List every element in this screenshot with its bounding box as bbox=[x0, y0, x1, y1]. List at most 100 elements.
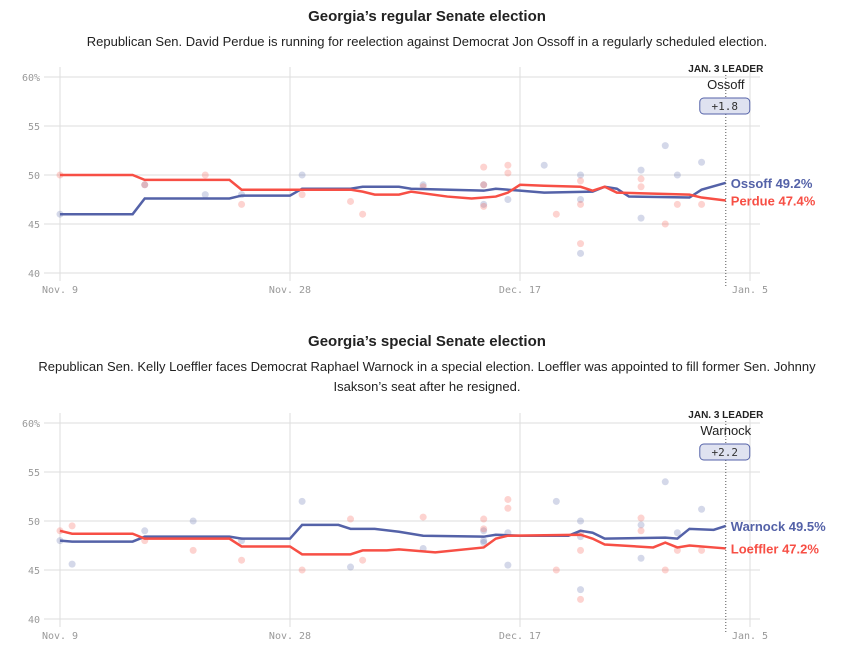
x-tick-label: Jan. 5 bbox=[732, 631, 768, 642]
poll-dot-loeffler bbox=[419, 513, 427, 521]
poll-dot-ossoff bbox=[637, 166, 645, 174]
poll-dot-perdue bbox=[480, 202, 488, 210]
leader-margin: +2.2 bbox=[712, 446, 739, 459]
poll-dot-perdue bbox=[637, 183, 645, 191]
poll-dot-warnock bbox=[637, 554, 645, 562]
poll-dot-perdue bbox=[298, 191, 306, 199]
poll-dot-ossoff bbox=[419, 181, 427, 189]
poll-dot-perdue bbox=[661, 220, 669, 228]
poll-dot-loeffler bbox=[504, 495, 512, 503]
poll-dot-warnock bbox=[480, 527, 488, 535]
y-tick-label: 50 bbox=[28, 517, 40, 528]
poll-dot-warnock bbox=[347, 563, 355, 571]
leader-margin-badge bbox=[699, 443, 751, 461]
poll-dot-perdue bbox=[504, 161, 512, 169]
trend-line-perdue bbox=[60, 173, 726, 202]
poll-dot-perdue bbox=[673, 200, 681, 208]
poll-dot-ossoff bbox=[661, 142, 669, 150]
end-label-warnock: Warnock 49.5% bbox=[731, 519, 826, 534]
poll-dot-ossoff bbox=[698, 158, 706, 166]
poll-dot-loeffler bbox=[661, 566, 669, 574]
poll-dot-warnock bbox=[68, 560, 76, 568]
leader-heading: JAN. 3 LEADER bbox=[688, 410, 764, 421]
trend-line-loeffler bbox=[59, 529, 726, 556]
poll-dot-ossoff bbox=[577, 249, 585, 257]
poll-dot-loeffler bbox=[298, 566, 306, 574]
poll-dot-loeffler bbox=[480, 525, 488, 533]
end-label-loeffler: Loeffler 47.2% bbox=[731, 541, 820, 556]
end-label-perdue: Perdue 47.4% bbox=[731, 193, 816, 208]
poll-dot-loeffler bbox=[359, 556, 367, 564]
y-tick-label: 60% bbox=[22, 419, 40, 430]
poll-dot-loeffler bbox=[238, 556, 246, 564]
poll-dot-warnock bbox=[504, 561, 512, 569]
x-tick-label: Nov. 9 bbox=[42, 631, 78, 642]
poll-dot-perdue bbox=[552, 210, 560, 218]
x-tick-label: Dec. 17 bbox=[499, 285, 541, 296]
poll-dot-perdue bbox=[480, 181, 488, 189]
poll-dot-warnock bbox=[661, 478, 669, 486]
poll-dot-loeffler bbox=[577, 595, 585, 603]
trend-line-warnock bbox=[59, 523, 727, 543]
poll-dot-loeffler bbox=[552, 566, 560, 574]
leader-heading: JAN. 3 LEADER bbox=[688, 64, 764, 75]
x-tick-label: Jan. 5 bbox=[732, 285, 768, 296]
x-tick-label: Nov. 28 bbox=[269, 631, 311, 642]
poll-dot-warnock bbox=[189, 517, 197, 525]
poll-dot-perdue bbox=[201, 171, 209, 179]
x-tick-label: Dec. 17 bbox=[499, 631, 541, 642]
poll-dot-ossoff bbox=[141, 181, 149, 189]
leader-margin-badge bbox=[699, 97, 751, 115]
poll-dot-loeffler bbox=[480, 515, 488, 523]
x-tick-label: Nov. 9 bbox=[42, 285, 78, 296]
poll-dot-warnock bbox=[637, 521, 645, 529]
poll-dot-ossoff bbox=[504, 196, 512, 203]
poll-dot-warnock bbox=[577, 517, 585, 525]
poll-dot-perdue bbox=[359, 210, 367, 218]
poll-dot-loeffler bbox=[637, 527, 645, 535]
poll-dot-perdue bbox=[577, 200, 585, 208]
y-tick-label: 40 bbox=[28, 615, 40, 626]
poll-dot-ossoff bbox=[201, 191, 209, 199]
chart-1-title: Georgia’s regular Senate election bbox=[308, 8, 546, 25]
poll-dot-loeffler bbox=[637, 514, 645, 522]
poll-dot-warnock bbox=[698, 505, 706, 513]
y-tick-label: 55 bbox=[28, 122, 40, 133]
poll-dot-ossoff bbox=[480, 181, 488, 189]
poll-dot-perdue bbox=[577, 240, 585, 248]
end-label-ossoff: Ossoff 49.2% bbox=[731, 176, 813, 191]
poll-dot-perdue bbox=[347, 197, 355, 205]
poll-dot-loeffler bbox=[68, 522, 76, 530]
poll-dot-loeffler bbox=[504, 504, 512, 512]
x-tick-label: Nov. 28 bbox=[269, 285, 311, 296]
chart-2-title: Georgia’s special Senate election bbox=[308, 333, 546, 350]
poll-dot-warnock bbox=[673, 529, 681, 537]
poll-dot-perdue bbox=[577, 177, 585, 185]
poll-dot-perdue bbox=[480, 163, 488, 171]
poll-dot-loeffler bbox=[189, 546, 197, 554]
leader-name: Warnock bbox=[700, 423, 751, 438]
poll-dot-ossoff bbox=[637, 214, 645, 222]
y-tick-label: 55 bbox=[28, 468, 40, 479]
poll-dot-ossoff bbox=[577, 171, 585, 179]
poll-dot-warnock bbox=[552, 497, 560, 505]
poll-dot-perdue bbox=[698, 200, 706, 208]
poll-dot-ossoff bbox=[480, 200, 488, 208]
poll-dot-ossoff bbox=[540, 161, 548, 169]
poll-dot-warnock bbox=[480, 539, 488, 547]
poll-dot-ossoff bbox=[673, 171, 681, 179]
chart-2-subtitle: Republican Sen. Kelly Loeffler faces Dem… bbox=[38, 359, 816, 394]
poll-dot-warnock bbox=[298, 497, 306, 505]
poll-dot-loeffler bbox=[673, 546, 681, 554]
poll-dot-perdue bbox=[238, 200, 246, 208]
y-tick-label: 50 bbox=[28, 171, 40, 182]
poll-dot-warnock bbox=[480, 537, 488, 545]
leader-margin: +1.8 bbox=[712, 100, 739, 113]
poll-dot-perdue bbox=[637, 175, 645, 183]
y-tick-label: 45 bbox=[28, 220, 40, 231]
y-tick-label: 60% bbox=[22, 73, 40, 84]
poll-dot-ossoff bbox=[577, 196, 585, 203]
poll-dot-perdue bbox=[504, 169, 512, 177]
poll-dot-warnock bbox=[141, 527, 149, 535]
